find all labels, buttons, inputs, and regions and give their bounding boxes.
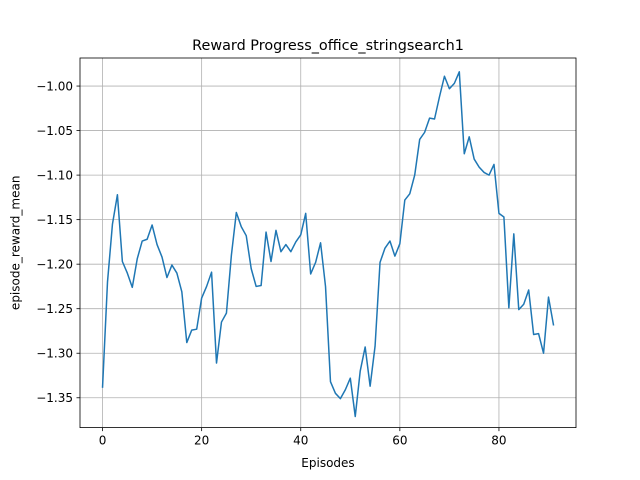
y-tick-label: −1.30 <box>36 346 73 360</box>
grid-layer <box>80 58 576 428</box>
x-tick-label: 0 <box>99 434 107 448</box>
y-tick-label: −1.25 <box>36 302 73 316</box>
reward-line <box>101 71 555 418</box>
series-layer <box>101 71 555 418</box>
y-tick-label: −1.10 <box>36 168 73 182</box>
x-axis-ticks: 0 20 40 60 80 <box>99 427 507 448</box>
x-tick-label: 20 <box>194 434 209 448</box>
x-tick-label: 60 <box>392 434 407 448</box>
y-tick-label: −1.20 <box>36 257 73 271</box>
y-axis-ticks: −1.35 −1.30 −1.25 −1.20 −1.15 −1.10 −1.05 −1.00 <box>36 79 80 405</box>
plot-frame <box>79 57 577 429</box>
y-tick-label: −1.35 <box>36 391 73 405</box>
y-tick-label: −1.00 <box>36 79 73 93</box>
x-tick-label: 80 <box>491 434 506 448</box>
y-axis-label: episode_reward_mean <box>9 176 23 311</box>
chart-title: Reward Progress_office_stringsearch1 <box>192 38 464 54</box>
y-tick-label: −1.05 <box>36 124 73 138</box>
x-axis-label: Episodes <box>301 456 354 470</box>
y-tick-label: −1.15 <box>36 213 73 227</box>
x-tick-label: 40 <box>293 434 308 448</box>
